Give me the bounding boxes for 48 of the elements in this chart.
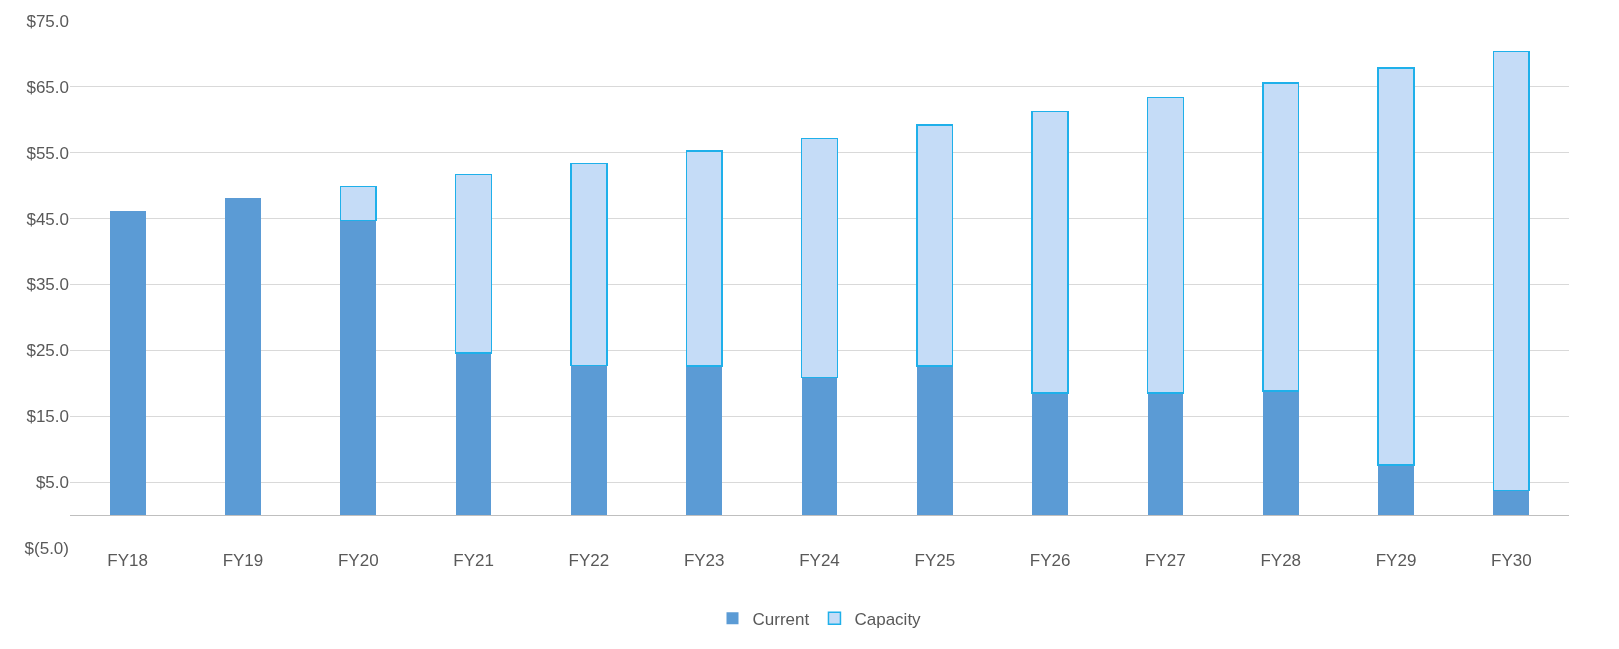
bar <box>801 377 838 516</box>
bar <box>1378 465 1414 516</box>
y-tick-label: $65.0 <box>26 77 69 97</box>
y-tick-label: $5.0 <box>35 473 69 493</box>
bar <box>685 150 723 367</box>
y-tick-label: $25.0 <box>26 341 69 361</box>
legend-label: Capacity <box>854 609 922 629</box>
bar <box>686 366 723 516</box>
bar <box>916 124 954 367</box>
bar <box>454 173 493 354</box>
bar <box>1493 490 1530 516</box>
bar <box>571 365 607 516</box>
bar <box>1262 391 1299 516</box>
bar <box>800 137 839 379</box>
bar <box>1146 96 1185 394</box>
x-tick-label: FY30 <box>1491 551 1532 570</box>
bar <box>1031 110 1069 394</box>
legend-label: Current <box>752 609 810 629</box>
bar <box>339 185 377 222</box>
bar <box>1262 82 1300 392</box>
y-tick-label: $(5.0) <box>24 538 69 558</box>
x-tick-label: FY23 <box>683 551 725 570</box>
bar <box>340 220 377 516</box>
bar <box>225 197 261 516</box>
bar <box>1377 67 1415 466</box>
x-tick-label: FY24 <box>799 551 840 570</box>
bar <box>570 162 608 367</box>
x-tick-label: FY18 <box>107 551 148 570</box>
x-tick-label: FY25 <box>914 551 956 570</box>
x-tick-label: FY21 <box>453 551 494 570</box>
y-tick-label: $75.0 <box>26 11 69 31</box>
x-tick-label: FY26 <box>1029 551 1071 570</box>
bar <box>109 211 146 516</box>
x-tick-label: FY20 <box>337 551 379 570</box>
x-tick-label: FY29 <box>1375 551 1417 570</box>
bar <box>455 353 492 516</box>
y-tick-label: $15.0 <box>26 407 69 427</box>
bar <box>1147 393 1184 516</box>
x-tick-label: FY19 <box>222 551 264 570</box>
y-tick-label: $35.0 <box>26 275 69 295</box>
y-tick-label: $45.0 <box>26 209 69 229</box>
x-tick-label: FY28 <box>1260 551 1302 570</box>
y-tick-label: $55.0 <box>26 143 69 163</box>
x-tick-label: FY27 <box>1145 551 1186 570</box>
bar <box>1492 50 1530 492</box>
x-tick-label: FY22 <box>568 551 610 570</box>
bar <box>916 366 953 516</box>
bar <box>1032 393 1068 516</box>
